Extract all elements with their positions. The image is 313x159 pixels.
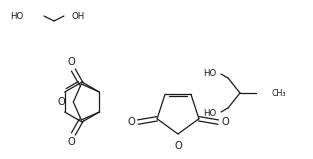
Text: HO: HO bbox=[10, 12, 23, 21]
Text: O: O bbox=[67, 57, 75, 67]
Text: O: O bbox=[221, 117, 229, 127]
Text: CH₃: CH₃ bbox=[271, 89, 285, 97]
Text: OH: OH bbox=[72, 12, 85, 21]
Text: O: O bbox=[174, 141, 182, 151]
Text: HO: HO bbox=[203, 108, 216, 118]
Text: O: O bbox=[67, 137, 75, 147]
Text: O: O bbox=[127, 117, 135, 127]
Text: O: O bbox=[58, 97, 65, 107]
Text: HO: HO bbox=[203, 69, 216, 77]
